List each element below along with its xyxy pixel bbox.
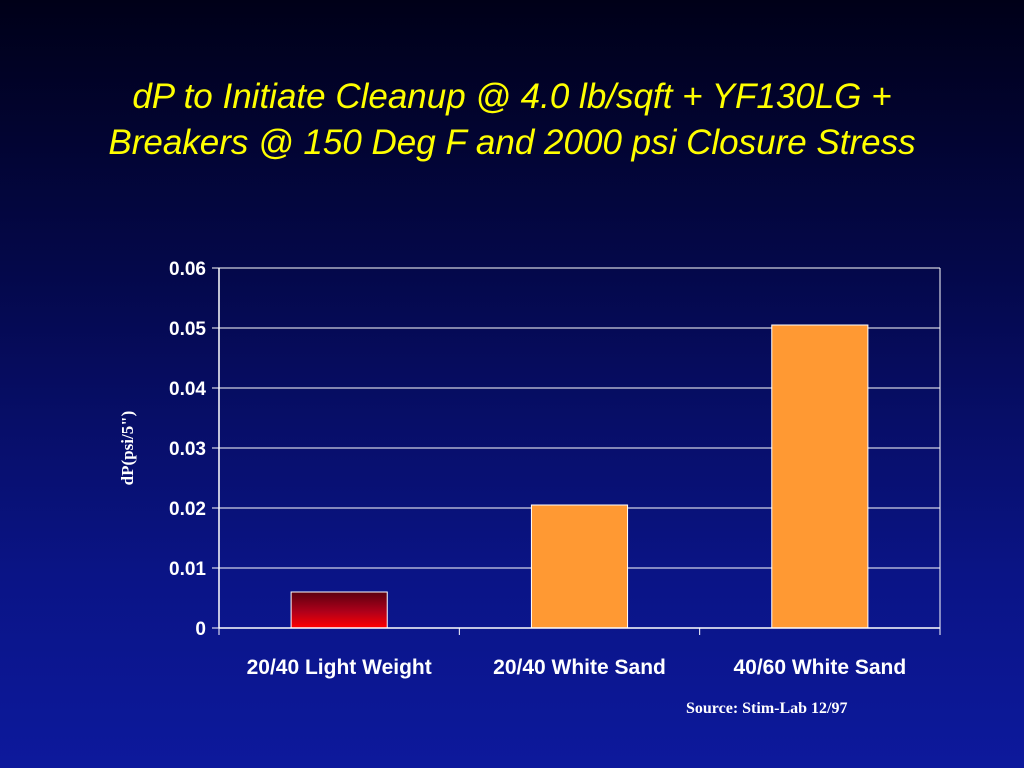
y-tick-label: 0	[195, 619, 206, 640]
y-axis-title: dP(psi/5")	[118, 411, 137, 486]
bars	[290, 324, 869, 629]
source-note: Source: Stim-Lab 12/97	[686, 700, 848, 717]
y-tick-label: 0.01	[169, 559, 206, 580]
y-tick-label: 0.04	[169, 379, 206, 400]
y-tick-label: 0.06	[169, 259, 206, 280]
y-tick-label: 0.03	[169, 439, 206, 460]
slide-title: dP to Initiate Cleanup @ 4.0 lb/sqft + Y…	[0, 74, 1024, 166]
title-line-1: dP to Initiate Cleanup @ 4.0 lb/sqft + Y…	[132, 77, 892, 116]
x-tick-label: 20/40 White Sand	[493, 656, 666, 679]
title-line-2: Breakers @ 150 Deg F and 2000 psi Closur…	[108, 123, 916, 162]
x-tick-labels: 20/40 Light Weight 20/40 White Sand 40/60 …	[247, 656, 907, 679]
x-tick-label: 20/40 Light Weight	[247, 656, 432, 679]
bar-3	[771, 324, 869, 629]
axes	[212, 267, 941, 635]
y-tick-label: 0.02	[169, 499, 206, 520]
bar-1	[290, 591, 388, 629]
x-tick-label: 40/60 White Sand	[733, 656, 906, 679]
y-tick-labels: 0 0.01 0.02 0.03 0.04 0.05 0.06	[169, 259, 206, 640]
y-tick-label: 0.05	[169, 319, 206, 340]
bar-2	[530, 504, 629, 629]
